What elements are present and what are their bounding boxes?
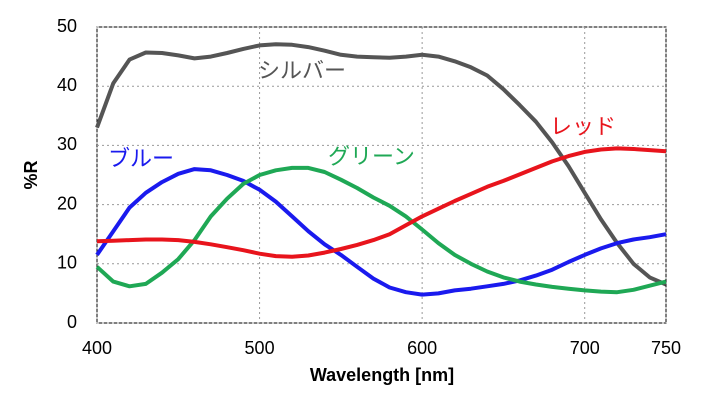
series-label: グリーン [328, 144, 415, 169]
y-tick-label: 30 [57, 134, 77, 154]
y-tick-label: 40 [57, 75, 77, 95]
series-line [95, 42, 667, 287]
y-tick-label: 10 [57, 253, 77, 273]
y-tick-label: 20 [57, 193, 77, 213]
series-line [95, 167, 667, 297]
series-label: シルバー [258, 58, 346, 83]
x-tick-label: 600 [407, 338, 437, 358]
series-label: ブルー [108, 146, 174, 171]
x-tick-label: 700 [570, 338, 600, 358]
series-line [96, 146, 667, 259]
y-axis-label: %R [21, 160, 41, 189]
series-label: レッド [550, 114, 616, 139]
x-tick-label: 500 [245, 338, 275, 358]
y-tick-label: 50 [57, 16, 77, 36]
plot-frame [96, 26, 667, 324]
x-tick-label: 400 [82, 338, 112, 358]
x-axis-label: Wavelength [nm] [310, 365, 454, 385]
y-tick-label: 0 [67, 312, 77, 332]
x-tick-label: 750 [651, 338, 681, 358]
